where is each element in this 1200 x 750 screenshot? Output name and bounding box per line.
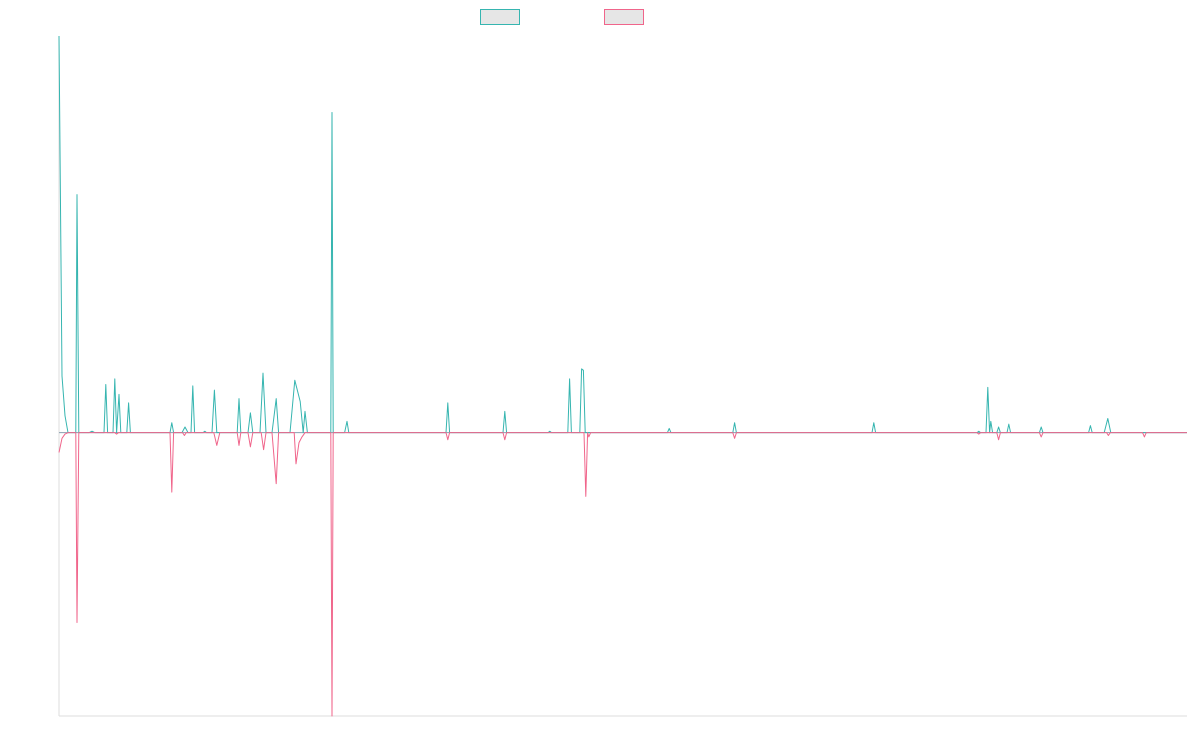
series-layer (58, 35, 1187, 717)
series-line-1 (58, 35, 1187, 434)
legend (0, 9, 1200, 27)
legend-swatch-series-2 (604, 9, 644, 25)
axes (58, 36, 1187, 717)
legend-item-series-2[interactable] (604, 9, 652, 25)
legend-swatch-series-1 (480, 9, 520, 25)
series-line-2 (58, 432, 1187, 717)
legend-item-series-1[interactable] (480, 9, 528, 25)
